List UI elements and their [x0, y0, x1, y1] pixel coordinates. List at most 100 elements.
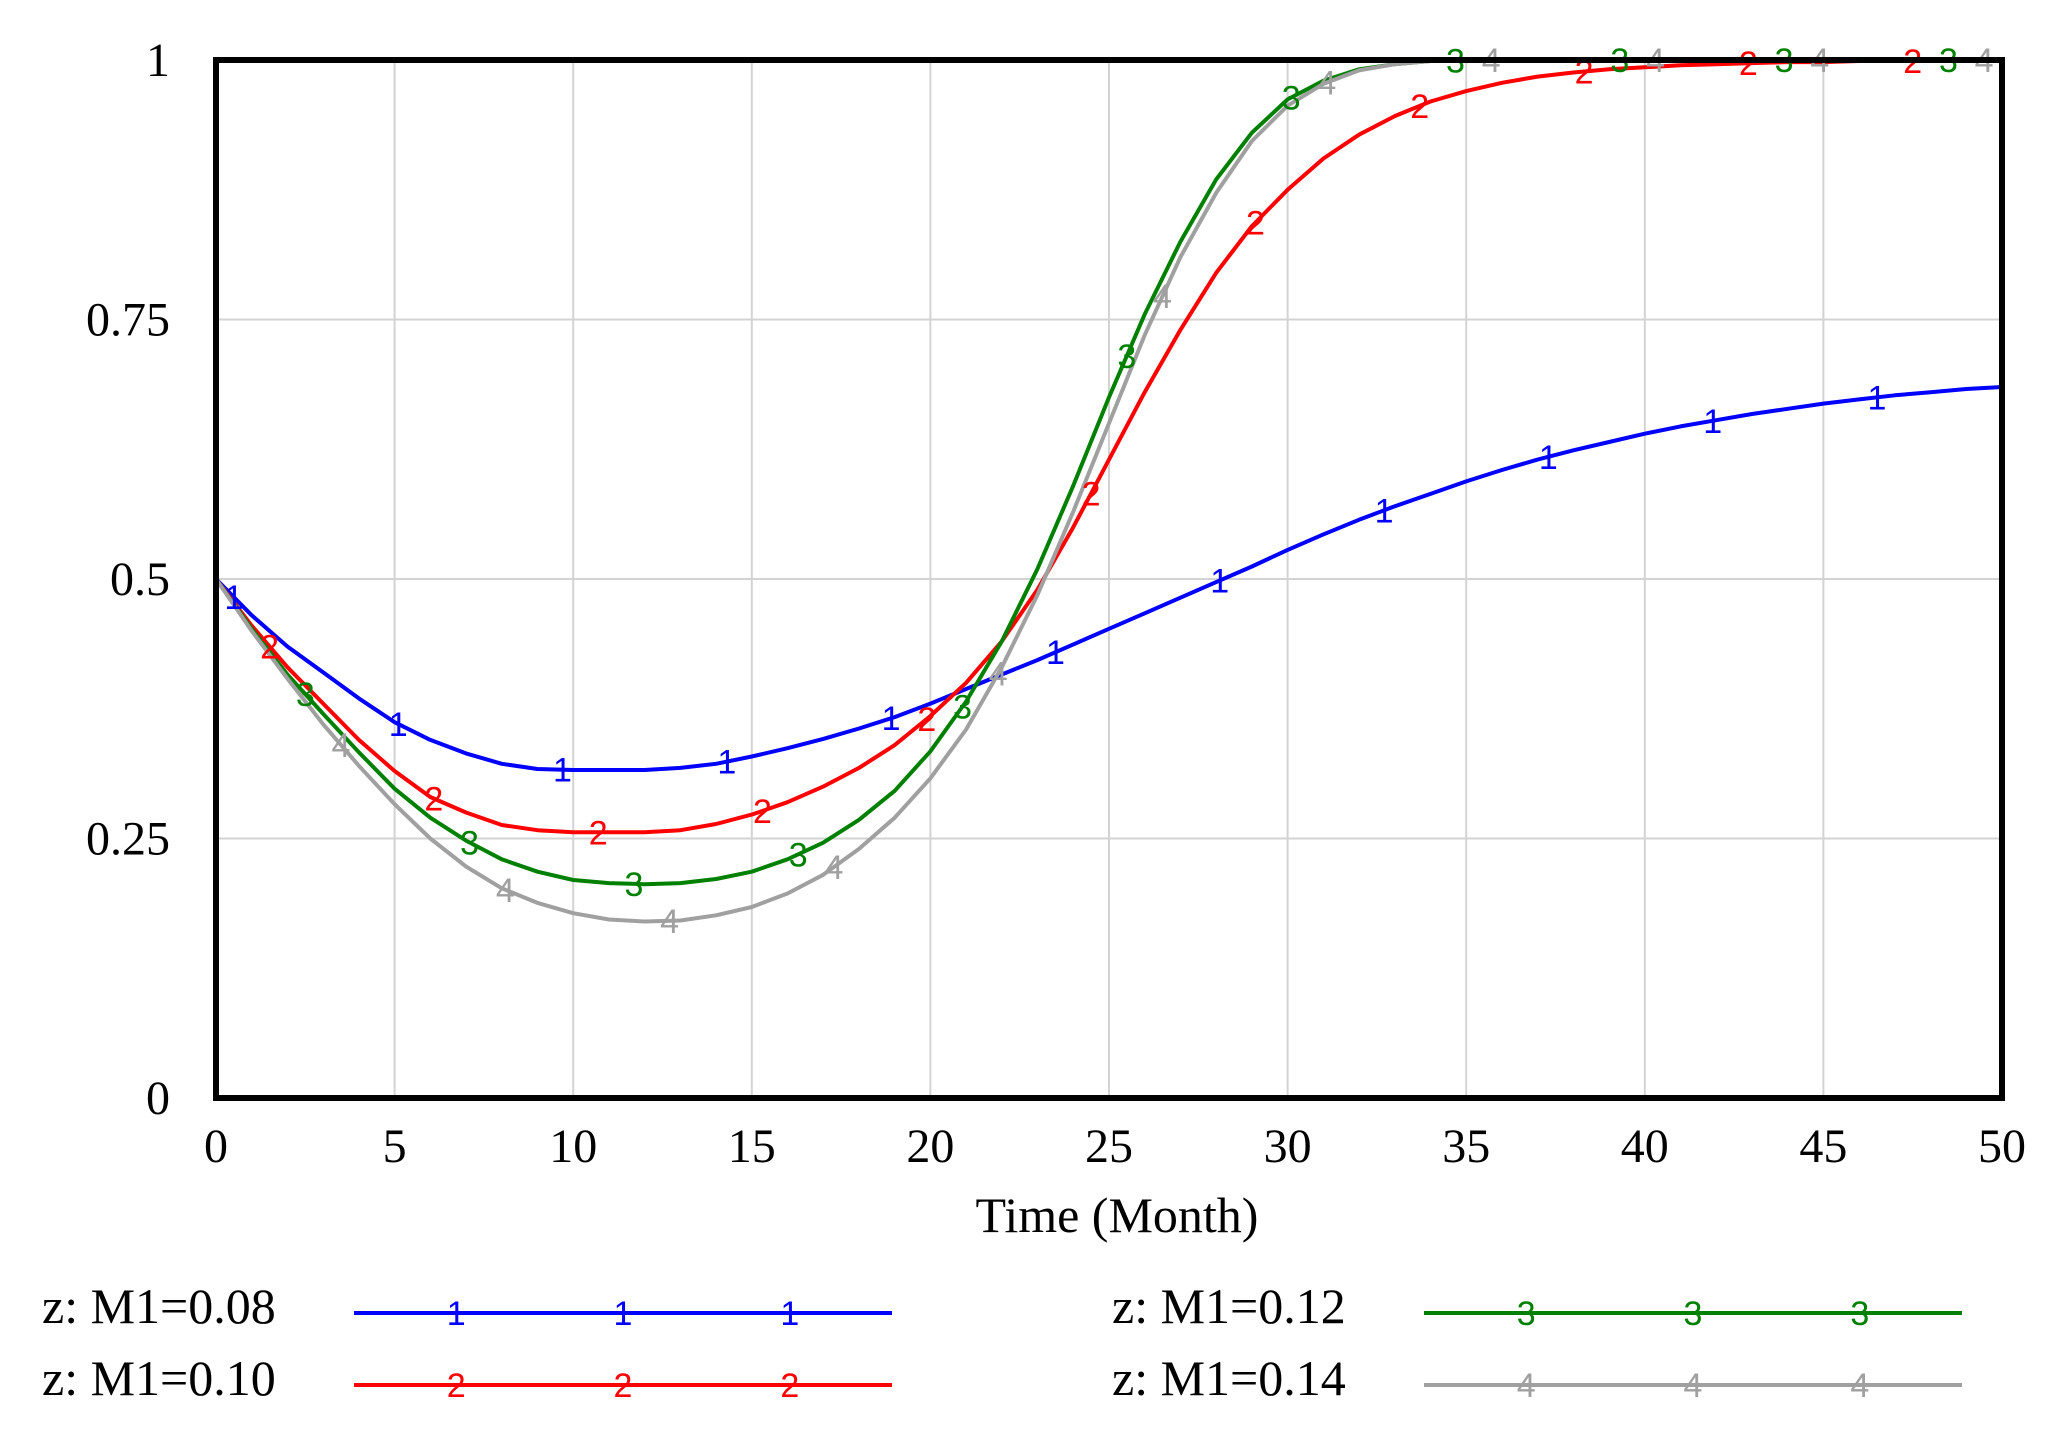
legend-label: z: M1=0.14: [1112, 1350, 1346, 1406]
x-tick-label: 45: [1799, 1120, 1847, 1173]
series-marker-label: 2: [1246, 204, 1265, 242]
legend-entry-1: z: M1=0.08 1 1 1: [42, 1278, 892, 1334]
series-marker-label: 1: [1703, 403, 1722, 441]
legend-entry-2: z: M1=0.10 2 2 2: [42, 1350, 892, 1406]
y-tick-label: 0.25: [86, 813, 170, 866]
legend-marker: 1: [614, 1295, 633, 1333]
x-tick-label: 0: [204, 1120, 228, 1173]
series-marker-2: 2: [260, 628, 279, 666]
y-axis-ticks: 0 0.25 0.5 0.75 1: [86, 34, 170, 1125]
series-marker-1: 1: [1868, 379, 1887, 417]
series-marker-label: 1: [717, 744, 736, 782]
legend-label: z: M1=0.08: [42, 1278, 276, 1334]
series-marker-2: 2: [917, 701, 936, 739]
legend-marker: 1: [447, 1295, 466, 1333]
series-marker-label: 4: [989, 655, 1008, 693]
series-marker-1: 1: [1046, 634, 1065, 672]
y-tick-label: 0.5: [110, 553, 170, 606]
legend-marker: 2: [780, 1367, 799, 1405]
legend-marker: 2: [447, 1367, 466, 1405]
x-tick-label: 15: [728, 1120, 776, 1173]
series-marker-2: 2: [753, 793, 772, 831]
series-marker-label: 1: [1539, 439, 1558, 477]
legend: z: M1=0.08 1 1 1z: M1=0.10 2 2 2z: M1=0.12 3 3 3z…: [42, 1278, 1962, 1406]
legend-label: z: M1=0.12: [1112, 1278, 1346, 1334]
series-marker-4: 4: [1317, 65, 1336, 103]
x-tick-label: 10: [549, 1120, 597, 1173]
series-marker-label: 4: [496, 872, 515, 910]
series-marker-3: 3: [789, 836, 808, 874]
series-marker-label: 3: [789, 836, 808, 874]
legend-marker: 1: [780, 1295, 799, 1333]
series-marker-label: 3: [1282, 80, 1301, 118]
series-marker-1: 1: [1539, 439, 1558, 477]
legend-entry-4: z: M1=0.14 4 4 4: [1112, 1350, 1962, 1406]
x-tick-label: 5: [383, 1120, 407, 1173]
series-marker-1: 1: [1703, 403, 1722, 441]
series-marker-label: 2: [1082, 475, 1101, 513]
series-marker-2: 2: [424, 781, 443, 819]
series-marker-label: 1: [882, 700, 901, 738]
series-marker-1: 1: [224, 579, 243, 617]
series-marker-label: 1: [1210, 563, 1229, 601]
legend-marker: 3: [1517, 1295, 1536, 1333]
series-marker-1: 1: [717, 744, 736, 782]
series-marker-3: 3: [953, 688, 972, 726]
series-marker-3: 3: [1117, 338, 1136, 376]
legend-marker: 3: [1850, 1295, 1869, 1333]
series-marker-label: 1: [1868, 379, 1887, 417]
plot-frame: [213, 57, 2005, 1101]
series-marker-2: 2: [589, 814, 608, 852]
series-marker-4: 4: [660, 903, 679, 941]
legend-entry-3: z: M1=0.12 3 3 3: [1112, 1278, 1962, 1334]
series-marker-3: 3: [1282, 80, 1301, 118]
legend-marker: 4: [1517, 1367, 1536, 1405]
series-marker-label: 2: [589, 814, 608, 852]
y-tick-label: 0: [146, 1072, 170, 1125]
series-marker-4: 4: [824, 849, 843, 887]
series-marker-1: 1: [1375, 492, 1394, 530]
series-marker-3: 3: [460, 824, 479, 862]
x-tick-label: 25: [1085, 1120, 1133, 1173]
y-tick-label: 1: [146, 34, 170, 87]
series-marker-label: 2: [753, 793, 772, 831]
series-marker-2: 2: [1082, 475, 1101, 513]
legend-marker: 4: [1684, 1367, 1703, 1405]
x-tick-label: 20: [906, 1120, 954, 1173]
series-marker-label: 1: [389, 706, 408, 744]
series-marker-1: 1: [1210, 563, 1229, 601]
series-marker-label: 1: [1046, 634, 1065, 672]
series-marker-label: 4: [1317, 65, 1336, 103]
x-axis-title: Time (Month): [976, 1187, 1259, 1243]
x-tick-label: 50: [1978, 1120, 2026, 1173]
legend-marker: 3: [1684, 1295, 1703, 1333]
series-marker-label: 3: [296, 676, 315, 714]
series-marker-label: 2: [1575, 54, 1594, 92]
series-marker-label: 4: [332, 727, 351, 765]
series-marker-label: 3: [460, 824, 479, 862]
series-marker-3: 3: [624, 866, 643, 904]
series-marker-2: 2: [1739, 45, 1758, 83]
series-marker-4: 4: [332, 727, 351, 765]
series-marker-label: 1: [224, 579, 243, 617]
series-line-1: [214, 385, 2003, 772]
x-tick-label: 35: [1442, 1120, 1490, 1173]
legend-marker: 4: [1850, 1367, 1869, 1405]
series-marker-2: 2: [1410, 88, 1429, 126]
series-marker-1: 1: [553, 752, 572, 790]
series-marker-label: 2: [424, 781, 443, 819]
series-marker-label: 1: [553, 752, 572, 790]
series-marker-label: 3: [1117, 338, 1136, 376]
series-line-2: [214, 58, 2002, 835]
series-marker-label: 4: [660, 903, 679, 941]
series-marker-label: 3: [624, 866, 643, 904]
series-marker-1: 1: [882, 700, 901, 738]
series-marker-4: 4: [1153, 278, 1172, 316]
series-marker-label: 2: [260, 628, 279, 666]
x-tick-label: 40: [1621, 1120, 1669, 1173]
x-axis-ticks: 0 5 10 15 20 25 30 35 40 45 50: [204, 1120, 2026, 1173]
series-marker-1: 1: [389, 706, 408, 744]
series-marker-label: 1: [1375, 492, 1394, 530]
